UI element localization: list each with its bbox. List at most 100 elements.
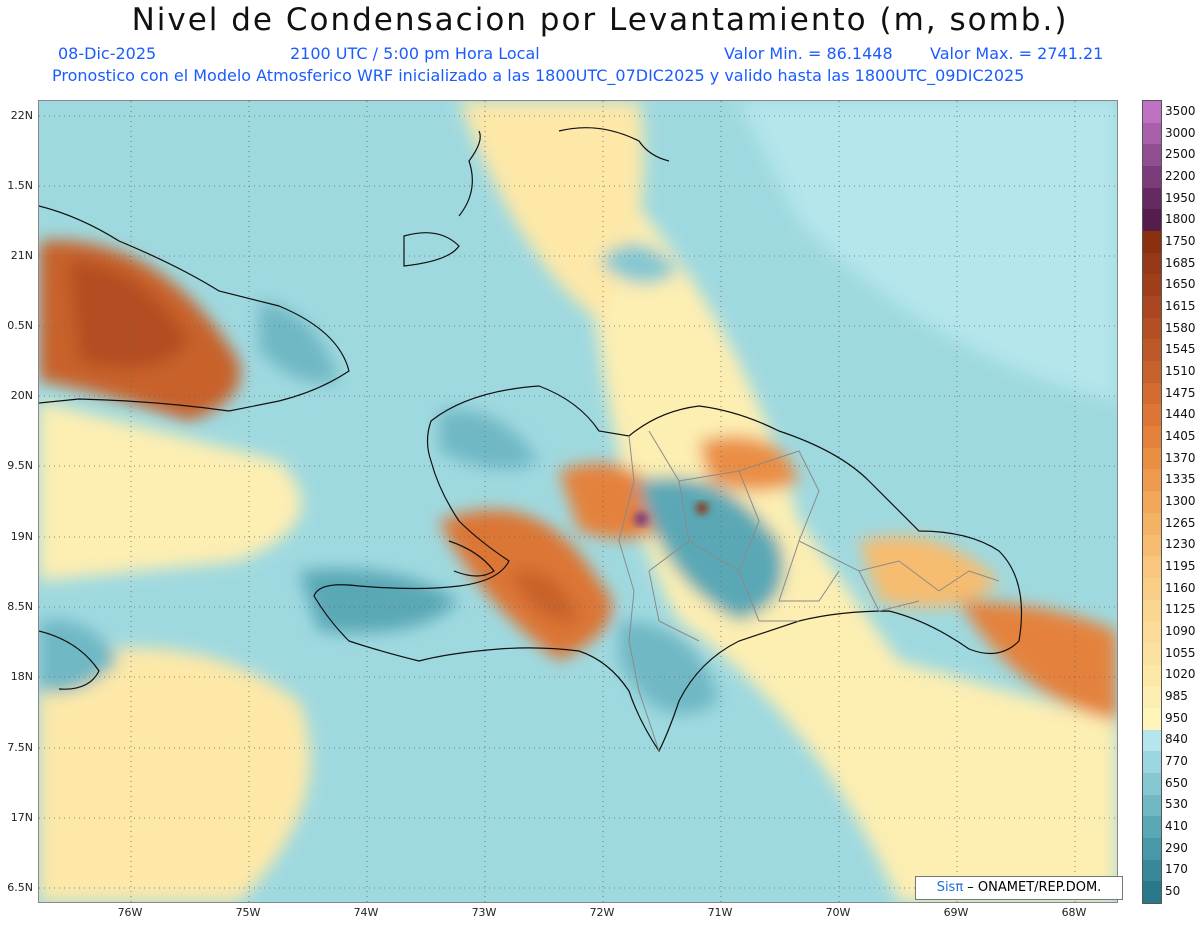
lon-label: 69W [943,906,969,919]
lat-label: 17N [10,811,33,824]
color-scale-label: 1195 [1165,559,1196,574]
color-scale-label: 3500 [1165,103,1196,118]
color-scale-label: 1055 [1165,645,1196,660]
color-scale-label: 2500 [1165,147,1196,162]
color-scale-label: 2200 [1165,168,1196,183]
color-scale-label: 1300 [1165,494,1196,508]
province-borders [618,430,1000,752]
lon-label: 71W [707,906,733,919]
color-scale-swatch [1143,642,1161,666]
lat-label: 18N [10,670,33,683]
color-scale-bar [1142,100,1162,904]
color-scale-label: 1580 [1165,320,1196,335]
lat-label: 7.5N [7,741,33,754]
color-scale-swatch [1143,859,1161,882]
color-scale-swatch [1143,252,1161,275]
color-scale-swatch [1143,881,1161,904]
color-scale-swatch [1143,707,1161,731]
valid-time: 2100 UTC / 5:00 pm Hora Local [290,44,540,63]
color-scale-swatch [1143,187,1161,210]
color-scale-label: 1750 [1165,233,1196,248]
color-scale-swatch [1143,469,1161,492]
lon-label: 75W [235,906,261,919]
color-scale-label: 1800 [1165,212,1196,227]
color-scale-swatch [1143,447,1161,470]
color-scale-swatch [1143,101,1161,124]
color-scale-swatch [1143,209,1161,232]
color-scale-label: 1685 [1165,255,1196,270]
color-scale-label: 1545 [1165,342,1196,357]
color-scale-label: 1440 [1165,407,1196,422]
color-scale-label: 1370 [1165,450,1196,465]
lon-label: 74W [353,906,379,919]
color-scale-swatch [1143,426,1161,449]
color-scale-swatch [1143,166,1161,189]
lat-label: 1.5N [7,179,33,192]
color-scale-swatch [1143,686,1161,709]
lon-label: 72W [589,906,615,919]
lcl-shaded-map [39,101,1117,902]
color-scale-swatch [1143,751,1161,774]
sispi-logo-text: Sisπ [936,880,964,895]
forecast-description: Pronostico con el Modelo Atmosferico WRF… [52,66,1025,85]
color-scale-label: 1090 [1165,624,1196,639]
color-scale-swatch [1143,296,1161,319]
forecast-date: 08-Dic-2025 [58,44,157,63]
color-scale-swatch [1143,512,1161,535]
color-scale-label: 1405 [1165,428,1196,443]
color-scale-swatch [1143,274,1161,297]
lon-label: 73W [471,906,497,919]
color-scale-swatch [1143,837,1161,861]
lat-label: 21N [10,249,33,262]
color-scale-swatch [1143,361,1161,384]
color-scale-swatch [1143,599,1161,622]
coastlines [39,127,1022,753]
lon-label: 76W [117,906,143,919]
color-scale-swatch [1143,556,1161,579]
color-scale-swatch [1143,816,1161,839]
color-scale-label: 985 [1165,689,1188,704]
color-scale-swatch [1143,664,1161,687]
color-scale-label: 1335 [1165,472,1196,487]
color-scale-label: 1230 [1165,537,1196,552]
color-scale-label: 650 [1165,775,1188,790]
lon-label: 68W [1061,906,1087,919]
color-scale-swatch [1143,621,1161,644]
color-scale-label: 1510 [1165,363,1196,378]
lon-label: 70W [825,906,851,919]
lat-label: 20N [10,389,33,402]
color-scale-label: 1125 [1165,602,1196,617]
credit-text: – ONAMET/REP.DOM. [963,880,1102,895]
color-scale-swatch [1143,729,1161,752]
color-scale-label: 3000 [1165,125,1196,140]
map-title: Nivel de Condensacion por Levantamiento … [131,2,1069,38]
color-scale-swatch [1143,772,1161,796]
color-scale-swatch [1143,317,1161,340]
lat-label: 22N [10,109,33,122]
lat-label: 0.5N [7,319,33,332]
color-scale-label: 1475 [1165,385,1196,400]
lat-label: 19N [10,530,33,543]
color-scale-swatch [1143,491,1161,514]
color-scale-label: 410 [1165,819,1188,834]
color-scale-label: 770 [1165,754,1188,769]
color-scale-swatch [1143,534,1161,557]
max-value: Valor Max. = 2741.21 [930,44,1104,63]
color-scale-swatch [1143,382,1161,405]
shaded-field [39,101,1117,902]
color-scale-label: 1950 [1165,190,1196,205]
map-area [38,100,1118,903]
lat-label: 9.5N [7,459,33,472]
color-scale-swatch [1143,577,1161,601]
color-scale-label: 1615 [1165,298,1196,313]
color-scale-label: 530 [1165,797,1188,812]
color-scale-label: 1160 [1165,580,1196,595]
color-scale-swatch [1143,122,1161,145]
color-scale-swatch [1143,339,1161,362]
lat-label: 8.5N [7,600,33,613]
color-scale-label: 1020 [1165,667,1196,682]
credit-box: Sisπ – ONAMET/REP.DOM. [915,876,1123,900]
lat-label: 6.5N [7,881,33,894]
color-scale-label: 50 [1165,884,1181,899]
color-scale-label: 290 [1165,840,1188,855]
